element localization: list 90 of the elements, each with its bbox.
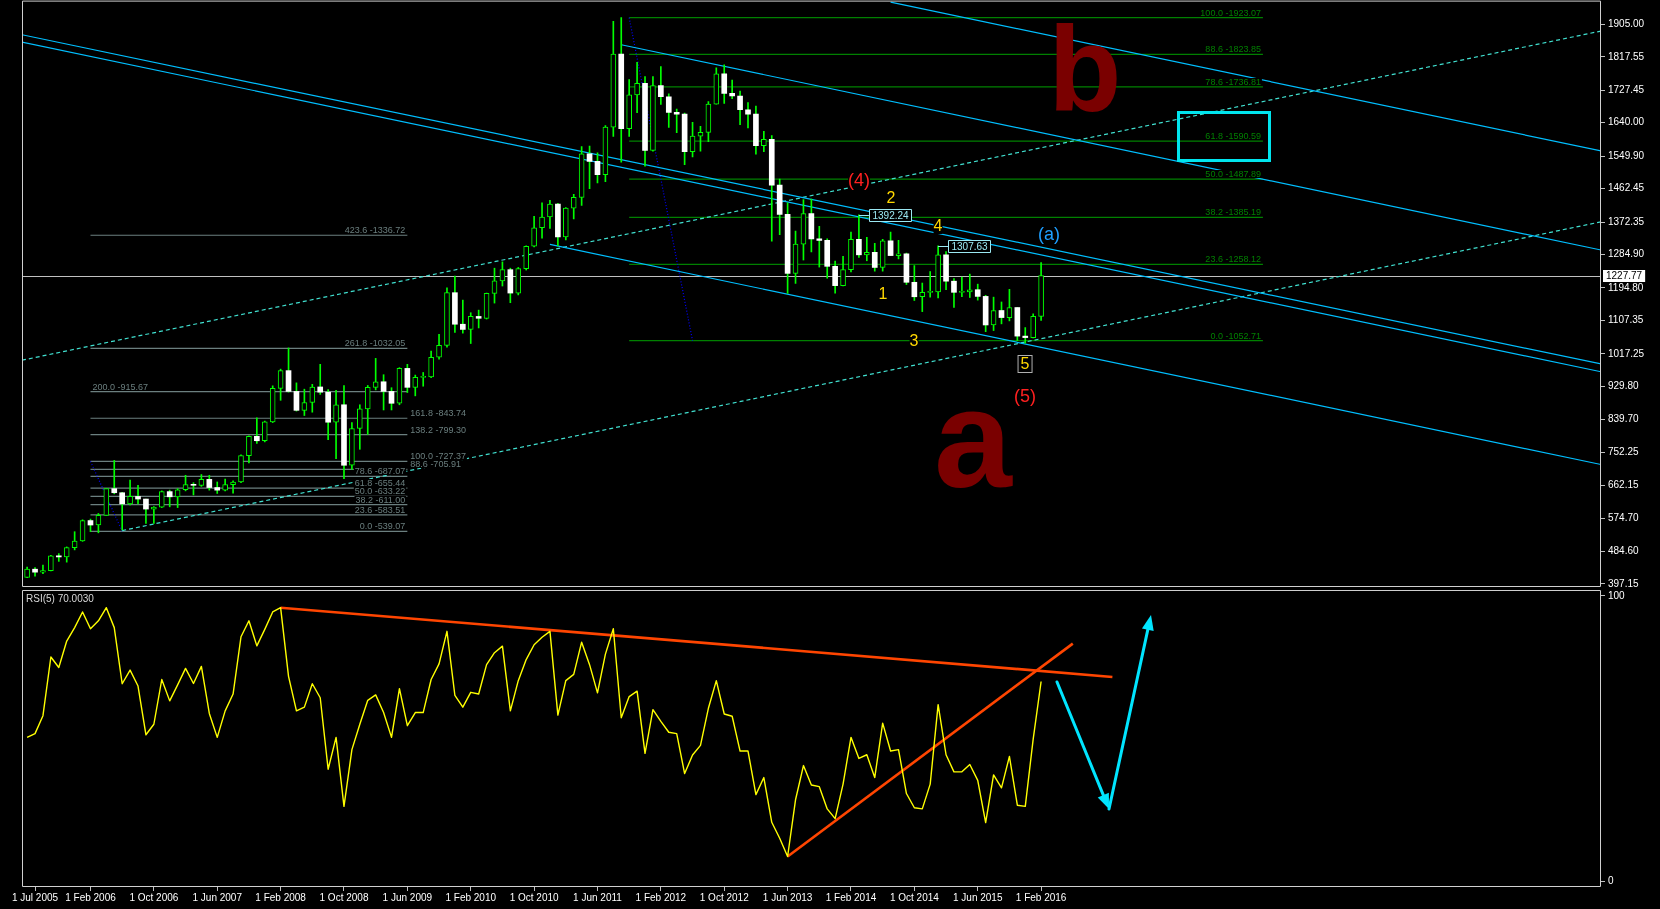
series-label: 23.6 -583.51	[354, 505, 406, 515]
series-label: 61.8 -655.44	[354, 478, 406, 488]
y-tick-label: 752.25	[1608, 445, 1640, 457]
y-tick-label: 1372.35	[1608, 215, 1645, 227]
candlestick	[420, 372, 427, 387]
series-label: 61.8 -1590.59	[1205, 131, 1261, 141]
candlestick	[1022, 327, 1029, 344]
series-label: 100.0 -1923.07	[1200, 8, 1261, 18]
x-tick-label: 1 Oct 2008	[319, 891, 369, 903]
series-label: 100.0 -727.37	[410, 451, 466, 461]
series-label: 38.2 -611.00	[355, 495, 406, 505]
candlestick	[919, 282, 926, 312]
series-label: 161.8 -843.74	[410, 408, 466, 418]
ref-line-label: 1227.77	[1606, 270, 1643, 282]
series-label: 38.2 -1385.19	[1205, 207, 1261, 217]
x-tick-label: 1 Jun 2007	[192, 891, 243, 903]
y-tick-label: 0	[1608, 874, 1614, 886]
candlestick	[745, 102, 751, 129]
candlestick	[959, 276, 965, 298]
series-label: 200.0 -915.67	[92, 382, 149, 392]
series-label: 88.6 -1823.85	[1205, 44, 1261, 54]
x-tick-label: 1 Jun 2009	[382, 891, 433, 903]
candlestick	[372, 358, 379, 391]
y-tick-label: 100	[1608, 589, 1626, 601]
series-label: 23.6 -1258.12	[1205, 254, 1261, 264]
series-label: 78.6 -1736.81	[1205, 77, 1261, 87]
x-tick-label: 1 Oct 2012	[699, 891, 750, 903]
x-tick-label: 1 Oct 2006	[129, 891, 179, 903]
annotation: 4	[933, 217, 943, 234]
x-tick-label: 1 Feb 2016	[1015, 891, 1067, 903]
x-tick-label: 1 Jun 2015	[952, 891, 1003, 903]
chart-title: RSI(5) 70.0030	[26, 592, 95, 604]
candlestick	[40, 564, 46, 574]
candlestick	[214, 481, 221, 494]
candlestick	[111, 460, 118, 495]
series-label: 0.0 -1052.71	[1210, 331, 1261, 341]
annotation: 1307.63	[951, 240, 989, 252]
y-tick-label: 929.80	[1608, 380, 1640, 392]
x-tick-label: 1 Jul 2005	[11, 891, 59, 903]
series-label: 88.6 -705.91	[410, 459, 461, 469]
y-tick-label: 397.15	[1608, 577, 1640, 589]
y-tick-label: 484.60	[1608, 545, 1640, 557]
y-tick-label: 1194.80	[1608, 281, 1644, 293]
candlestick	[459, 299, 466, 334]
x-tick-label: 1 Oct 2014	[889, 891, 940, 903]
annotation: (5)	[1014, 386, 1036, 406]
candlestick	[966, 273, 973, 298]
candlestick	[816, 225, 823, 268]
annotation: (a)	[1038, 224, 1060, 244]
annotation: 1392.24	[872, 209, 910, 221]
y-tick-label: 1017.25	[1608, 347, 1645, 359]
y-tick-label: 574.70	[1608, 511, 1640, 523]
series-label: 78.6 -687.07	[354, 466, 406, 476]
x-tick-label: 1 Oct 2010	[509, 891, 560, 903]
annotation: (4)	[848, 170, 870, 190]
series-label: 0.0 -539.07	[359, 521, 406, 531]
series-label: 423.6 -1336.72	[344, 225, 406, 235]
y-tick-label: 1107.35	[1608, 314, 1644, 326]
candlestick	[254, 417, 260, 444]
annotation: 2	[886, 189, 896, 206]
y-tick-label: 662.15	[1608, 479, 1640, 491]
y-tick-label: 839.70	[1608, 413, 1640, 425]
series-label: 50.0 -1487.89	[1205, 169, 1261, 179]
y-tick-label: 1905.00	[1608, 18, 1645, 30]
series-label: 138.2 -799.30	[410, 425, 466, 435]
annotation: 5	[1017, 355, 1033, 373]
x-tick-label: 1 Feb 2008	[255, 891, 307, 903]
x-tick-label: 1 Feb 2014	[825, 891, 877, 903]
x-tick-label: 1 Jun 2013	[762, 891, 813, 903]
candlestick	[317, 363, 324, 395]
series-label: 50.0 -633.22	[354, 486, 406, 496]
x-tick-label: 1 Feb 2010	[445, 891, 497, 903]
candlestick	[729, 79, 735, 99]
candlestick	[927, 271, 934, 298]
candlestick	[634, 61, 640, 114]
y-tick-label: 1549.90	[1608, 149, 1645, 161]
x-tick-label: 1 Jun 2011	[573, 891, 623, 903]
y-tick-label: 1640.00	[1608, 116, 1645, 128]
annotation: a	[934, 360, 1012, 518]
series-label: 261.8 -1032.05	[344, 338, 406, 348]
candlestick	[135, 484, 141, 505]
y-tick-label: 1284.90	[1608, 248, 1645, 260]
annotation: 1	[878, 285, 888, 302]
y-tick-label: 1462.45	[1608, 182, 1645, 194]
x-tick-label: 1 Feb 2012	[635, 891, 687, 903]
annotation: 3	[909, 332, 919, 349]
candlestick	[55, 553, 62, 562]
x-tick-label: 1 Feb 2006	[65, 891, 117, 903]
y-tick-label: 1817.55	[1608, 50, 1645, 62]
y-tick-label: 1727.45	[1608, 84, 1645, 95]
